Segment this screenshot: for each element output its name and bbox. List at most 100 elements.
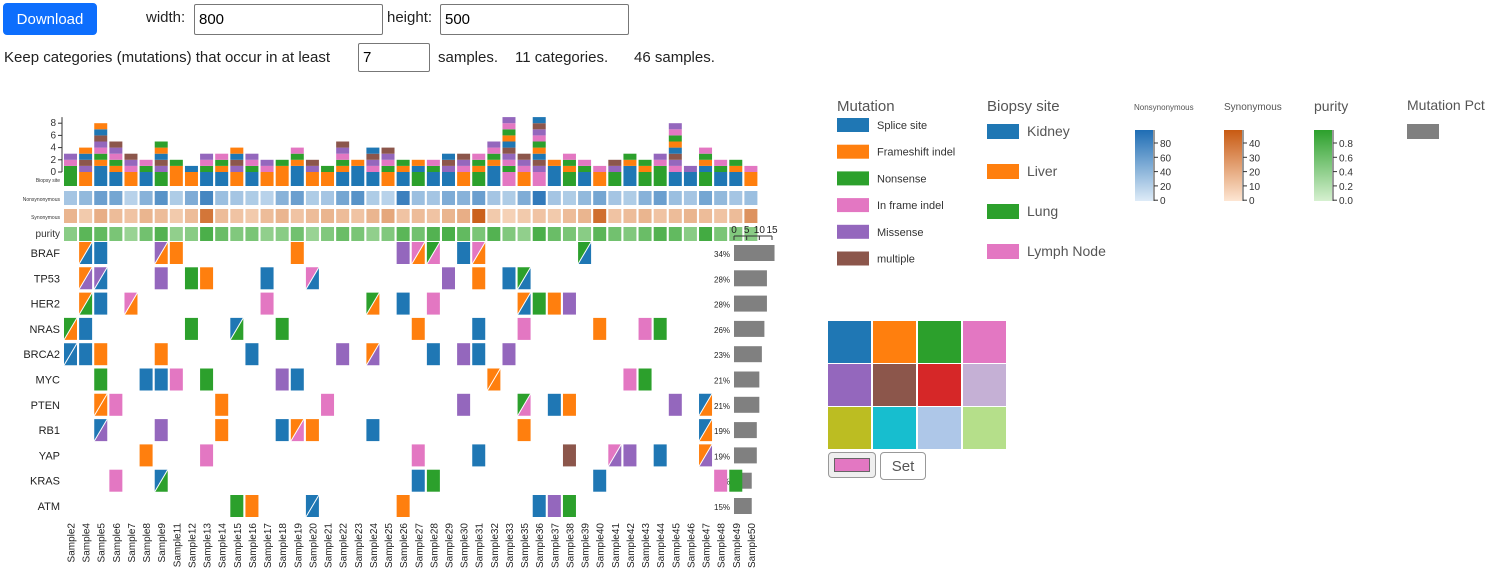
palette-color-swatch[interactable] [963,321,1006,363]
annotation-cell [729,227,743,241]
mutation-cell [184,317,198,340]
annotation-cell [457,172,471,186]
stacked-bar-segment [94,165,108,172]
sample-label: Sample31 [475,523,486,568]
stacked-bar-segment [381,165,395,172]
stacked-bar-segment [366,147,380,154]
gene-pct-bar [734,346,762,363]
set-color-button[interactable]: Set [880,452,926,480]
stacked-bar-segment [578,165,592,172]
palette-color-swatch[interactable] [828,364,871,406]
annotation-cell [608,227,622,241]
stacked-bar-segment [699,165,713,172]
stacked-bar-segment [532,129,546,136]
width-input[interactable] [194,4,383,35]
legend-nonsyn-gradient [1135,130,1153,201]
sample-label: Sample6 [112,523,123,563]
annotation-cell [260,172,274,186]
annotation-cell [517,172,531,186]
annotation-cell [714,209,728,223]
download-button[interactable]: Download [3,3,97,35]
annotation-cell [245,227,259,241]
stacked-bar-segment [336,141,350,148]
legend-mutation-swatch [837,144,869,159]
stacked-bar-segment [275,159,289,166]
annotation-cell [714,227,728,241]
legend-mutation-label: Splice site [877,120,927,132]
sample-label: Sample7 [127,523,138,563]
mutation-cell-divider [365,292,380,315]
annotation-cell [381,172,395,186]
gene-pct-bar [734,447,757,464]
legend-biopsy-swatch [987,204,1019,219]
sample-label: Sample37 [550,523,561,568]
annotation-cell [124,209,138,223]
legend-syn-title: Synonymous [1224,102,1282,113]
stacked-bar-segment [109,153,123,160]
annotation-cell [94,172,108,186]
stacked-bar-segment [169,165,183,172]
stacked-bar-segment [124,159,138,166]
palette-color-swatch[interactable] [873,407,916,449]
color-picker-button[interactable] [828,452,876,478]
annotation-cell [653,227,667,241]
mutation-cell [275,317,289,340]
annotation-cell [381,191,395,205]
stacked-bar-segment [290,159,304,166]
annotation-cell [502,209,516,223]
height-input[interactable] [440,4,629,35]
mutation-cell-divider [229,317,244,341]
palette-color-swatch[interactable] [918,364,961,406]
annotation-cell [64,227,77,241]
annotation-cell [517,209,531,223]
min-samples-input[interactable] [358,43,430,72]
palette-color-swatch[interactable] [963,407,1006,449]
palette-color-swatch[interactable] [918,407,961,449]
legend-pct-swatch [1407,124,1439,139]
stacked-bar-segment [305,159,319,166]
legend-pct-title: Mutation Pct [1407,97,1485,113]
stacked-bar-segment [653,153,667,160]
annotation-cell [154,227,168,241]
annotation-cell [593,227,607,241]
palette-color-swatch[interactable] [873,364,916,406]
stacked-bar-segment [517,153,531,160]
stacked-bar-segment [381,147,395,154]
annotation-cell [275,209,289,223]
annotation-cell [260,227,274,241]
sample-label: Sample30 [460,523,471,568]
mutation-cell [200,267,214,290]
stacked-bar-segment [411,159,425,166]
stacked-bar-segment [562,153,576,160]
annotation-cell [139,209,153,223]
annotation-cell [396,191,410,205]
sample-label: Sample21 [324,523,335,568]
palette-color-swatch[interactable] [918,321,961,363]
annotation-cell [169,191,183,205]
stacked-bar-segment [154,147,168,154]
sample-label: Sample24 [369,523,380,568]
legend-purity-tick-label: 0.0 [1339,196,1353,207]
annotation-cell [487,172,501,186]
palette-color-swatch[interactable] [873,321,916,363]
annotation-cell [623,172,637,186]
sample-label: Sample9 [157,523,168,563]
palette-color-swatch[interactable] [963,364,1006,406]
annotation-cell [653,209,667,223]
sample-label: Sample23 [354,523,365,568]
mutation-cell [426,292,440,315]
stacked-bar-segment [532,159,546,166]
sample-label: Sample35 [520,523,531,568]
legend-biopsy-swatch [987,164,1019,179]
annotation-cell [562,172,576,186]
palette-color-swatch[interactable] [828,321,871,363]
annotation-cell [744,209,758,223]
legend-syn-tick-label: 30 [1249,153,1261,164]
mutation-cell [638,317,652,340]
annotation-cell [547,209,561,223]
palette-color-swatch[interactable] [828,407,871,449]
annotation-cell [290,227,304,241]
stacked-bar-segment [290,153,304,160]
stacked-bar-segment [200,159,214,166]
mutation-cell [547,495,561,517]
